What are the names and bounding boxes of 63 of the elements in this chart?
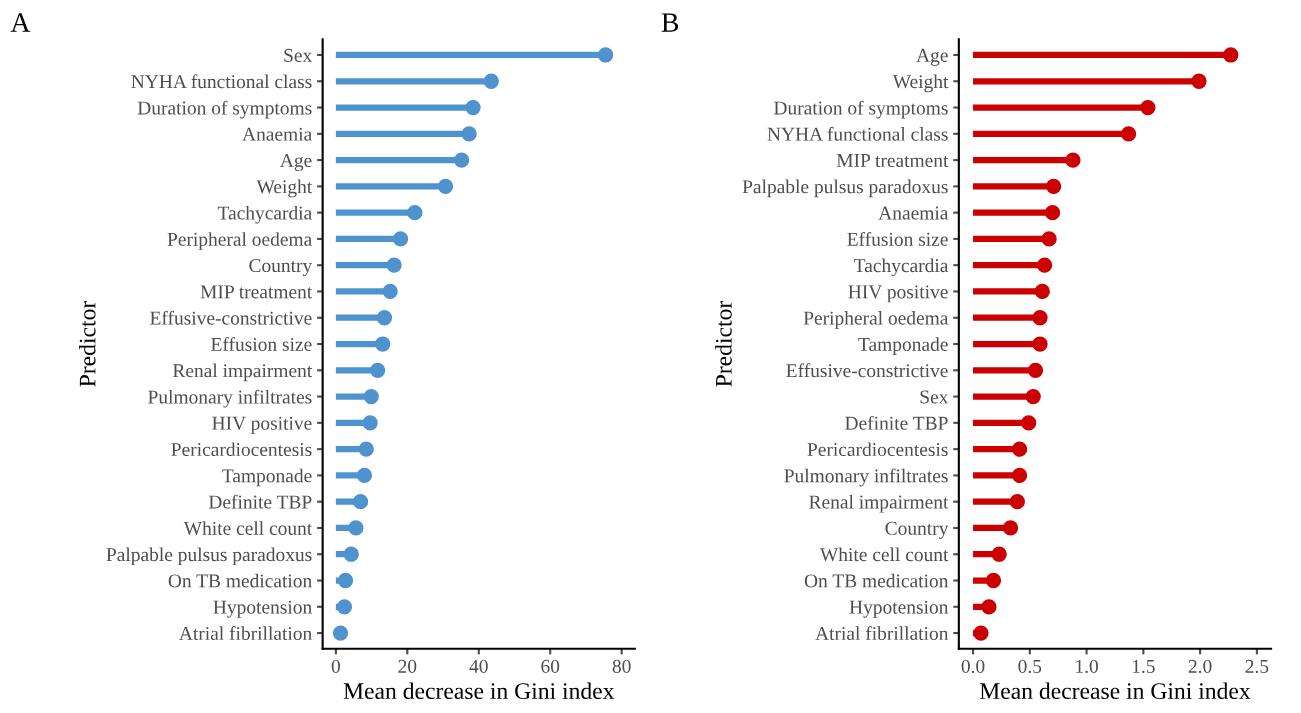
x-tick-label: 1.0 xyxy=(1076,659,1098,674)
y-tick-label: Tachycardia xyxy=(217,205,312,224)
x-tick-label: 20 xyxy=(398,659,417,673)
y-tick-label: Definite TBP xyxy=(208,494,312,509)
y-tick-label: Effusive-constrictive xyxy=(150,310,312,325)
y-tick-label: Pulmonary infiltrates xyxy=(784,468,948,487)
x-tick-label: 40 xyxy=(469,659,488,673)
y-tick-label: Anaemia xyxy=(242,127,312,141)
y-tick-label: Atrial fibrillation xyxy=(815,626,949,640)
y-tick-label: Pericardiocentesis xyxy=(807,442,948,457)
y-axis-title: Predictor xyxy=(78,300,96,387)
y-tick-label: Effusion size xyxy=(211,337,312,351)
y-tick-label: HIV positive xyxy=(848,285,948,303)
x-tick-label: 0 xyxy=(331,659,340,673)
y-tick-label: White cell count xyxy=(183,521,313,535)
y-tick-label: HIV positive xyxy=(212,416,312,434)
x-tick-label: 0.5 xyxy=(1018,659,1042,674)
y-axis-title: Predictor xyxy=(715,300,732,387)
y-tick-label: Pulmonary infiltrates xyxy=(148,389,312,408)
y-tick-label: Definite TBP xyxy=(845,415,948,430)
y-tick-label: Hypotension xyxy=(213,600,312,618)
text: B xyxy=(661,13,679,32)
y-tick-label: Tamponade xyxy=(222,468,312,487)
x-axis-title: Mean decrease in Gini index xyxy=(979,682,1251,700)
y-tick-label: Palpable pulsus paradoxus xyxy=(742,179,948,198)
y-tick-label: NYHA functional class xyxy=(767,126,948,141)
y-tick-label: Sex xyxy=(920,390,949,404)
y-tick-label: Age xyxy=(916,48,948,66)
y-tick-label: Country xyxy=(249,259,313,277)
y-tick-label: MIP treatment xyxy=(200,285,313,299)
x-tick-label: 0.0 xyxy=(961,659,985,674)
y-tick-label: On TB medication xyxy=(168,573,312,588)
x-tick-label: 2.0 xyxy=(1188,659,1212,674)
y-tick-label: Duration of symptoms xyxy=(773,100,948,119)
y-tick-label: Tamponade xyxy=(858,337,948,355)
y-tick-label: MIP treatment xyxy=(836,154,949,168)
y-tick-label: White cell count xyxy=(819,547,949,562)
y-tick-label: Peripheral oedema xyxy=(167,232,312,250)
x-tick-label: 1.5 xyxy=(1132,659,1155,674)
y-tick-label: Tachycardia xyxy=(854,258,949,277)
y-tick-label: Renal impairment xyxy=(172,363,313,382)
y-tick-label: Palpable pulsus paradoxus xyxy=(106,547,312,566)
y-tick-label: Hypotension xyxy=(849,600,949,618)
y-tick-label: Weight xyxy=(892,74,949,93)
y-tick-label: Country xyxy=(885,521,949,539)
y-tick-label: Effusion size xyxy=(847,231,948,246)
text: A xyxy=(10,13,31,32)
x-tick-label: 2.5 xyxy=(1245,659,1269,674)
y-tick-label: Weight xyxy=(256,179,313,198)
y-tick-label: Age xyxy=(280,153,312,171)
x-tick-label: 80 xyxy=(612,659,631,673)
y-tick-label: Effusive-constrictive xyxy=(786,363,948,378)
y-tick-label: Sex xyxy=(284,48,312,62)
x-axis-title: Mean decrease in Gini index xyxy=(343,682,615,700)
y-tick-label: Anaemia xyxy=(878,206,949,220)
y-tick-label: Renal impairment xyxy=(809,494,949,513)
y-tick-label: Atrial fibrillation xyxy=(179,626,312,640)
x-tick-label: 60 xyxy=(541,659,560,673)
y-tick-label: Pericardiocentesis xyxy=(171,442,312,457)
y-tick-label: NYHA functional class xyxy=(131,74,312,89)
y-tick-label: Peripheral oedema xyxy=(803,311,949,329)
y-tick-label: On TB medication xyxy=(804,573,949,588)
y-tick-label: Duration of symptoms xyxy=(137,100,312,119)
